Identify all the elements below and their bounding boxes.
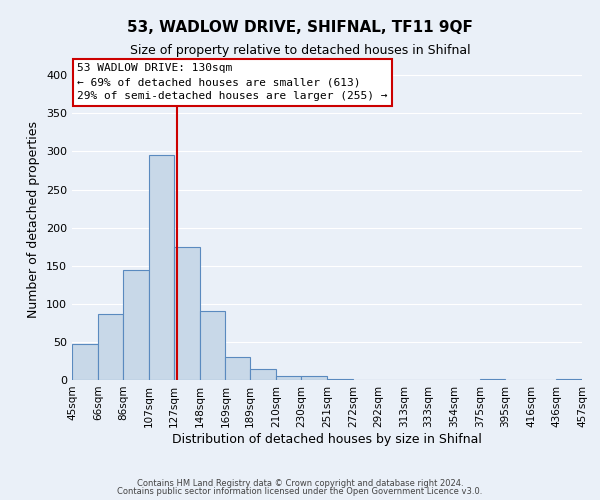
Bar xyxy=(173,246,199,380)
Bar xyxy=(149,155,173,380)
Bar xyxy=(301,376,327,380)
Bar xyxy=(72,344,98,380)
Text: Contains HM Land Registry data © Crown copyright and database right 2024.: Contains HM Land Registry data © Crown c… xyxy=(137,478,463,488)
Text: 53, WADLOW DRIVE, SHIFNAL, TF11 9QF: 53, WADLOW DRIVE, SHIFNAL, TF11 9QF xyxy=(127,20,473,35)
Text: Contains public sector information licensed under the Open Government Licence v3: Contains public sector information licen… xyxy=(118,487,482,496)
Bar xyxy=(123,270,149,380)
Bar xyxy=(250,370,276,380)
Bar xyxy=(327,379,353,380)
X-axis label: Distribution of detached houses by size in Shifnal: Distribution of detached houses by size … xyxy=(172,432,482,446)
Bar xyxy=(556,379,582,380)
Text: 53 WADLOW DRIVE: 130sqm
← 69% of detached houses are smaller (613)
29% of semi-d: 53 WADLOW DRIVE: 130sqm ← 69% of detache… xyxy=(77,63,388,101)
Bar xyxy=(98,314,123,380)
Bar xyxy=(199,310,226,380)
Y-axis label: Number of detached properties: Number of detached properties xyxy=(28,122,40,318)
Bar xyxy=(276,376,301,380)
Text: Size of property relative to detached houses in Shifnal: Size of property relative to detached ho… xyxy=(130,44,470,57)
Bar xyxy=(481,379,505,380)
Bar xyxy=(226,357,250,380)
